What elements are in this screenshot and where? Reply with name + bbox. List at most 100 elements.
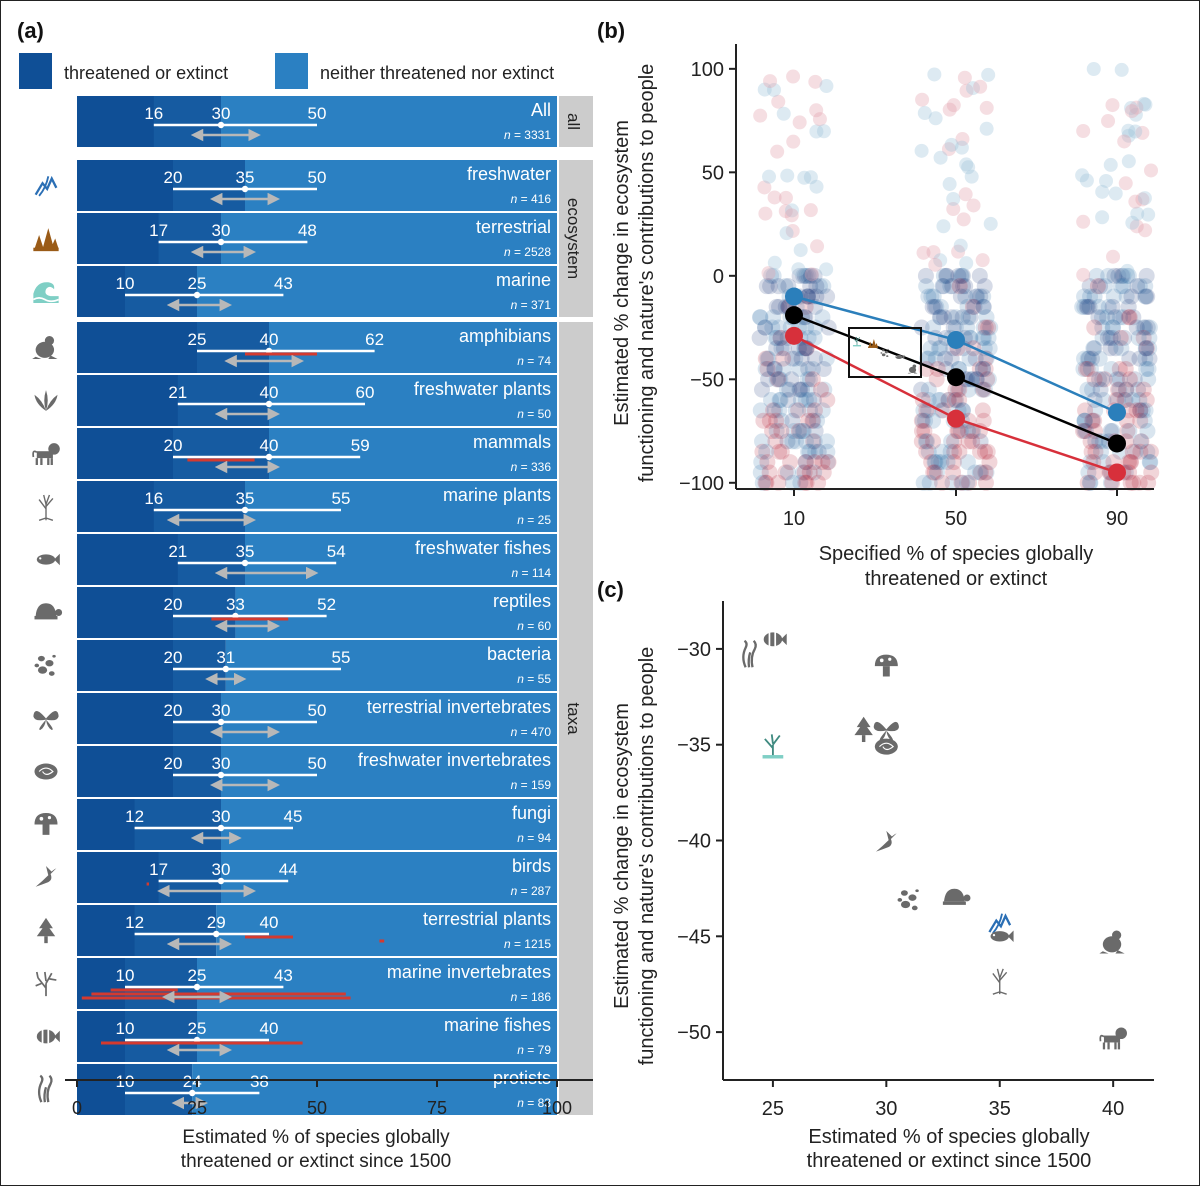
mushroom-icon [874, 654, 898, 677]
jitter-point [1132, 433, 1149, 450]
jitter-point-sparse [957, 70, 972, 85]
jitter-point [771, 371, 788, 388]
jitter-point [932, 309, 949, 326]
jitter-point [922, 340, 939, 357]
jitter-point [754, 443, 771, 460]
point-reptiles [942, 888, 971, 905]
jitter-point [940, 392, 957, 408]
y-tick-label: −100 [679, 473, 724, 495]
algae-icon [742, 639, 757, 668]
jitter-point [975, 319, 992, 336]
frog-icon [1099, 930, 1125, 954]
strip-label: all [564, 113, 583, 130]
jitter-point [800, 443, 817, 460]
jitter-point [925, 464, 942, 481]
jitter-point [955, 278, 972, 295]
jitter-point [943, 433, 960, 450]
x-tick-label: 75 [427, 1098, 447, 1118]
median-point [222, 665, 229, 673]
point-terrestrial-invertebrates [873, 721, 899, 741]
jitter-point [1115, 309, 1132, 326]
value-low: 20 [164, 436, 183, 455]
jitter-point [1119, 267, 1136, 284]
jitter-point [793, 350, 810, 367]
jitter-point-sparse [1138, 97, 1153, 112]
jitter-point [918, 443, 935, 460]
jitter-point [819, 288, 836, 305]
jitter-point [1108, 392, 1125, 408]
jitter-point [757, 319, 774, 336]
jitter-point [935, 267, 952, 284]
lion-icon [1099, 1027, 1127, 1050]
jitter-point [802, 278, 819, 295]
jitter-point-sparse [954, 140, 969, 155]
series-point-red [1108, 463, 1126, 482]
panel-a-xlabel-line2: threatened or extinct since 1500 [181, 1151, 451, 1172]
jitter-point [1135, 319, 1152, 336]
jitter-point [923, 454, 940, 471]
jitter-point [1074, 298, 1091, 315]
jitter-point [1100, 298, 1117, 315]
x-tick-label: 35 [989, 1098, 1011, 1120]
jitter-point-sparse [914, 143, 929, 158]
jitter-point-sparse [958, 187, 973, 202]
jitter-point [928, 298, 945, 315]
jitter-point [807, 423, 824, 440]
jitter-point [959, 474, 976, 491]
value-low: 20 [164, 648, 183, 667]
row-n-value: = 159 [521, 778, 552, 792]
jitter-point [936, 350, 953, 367]
jitter-point-sparse [1137, 96, 1152, 111]
jitter-point [943, 309, 960, 326]
jitter-point [763, 267, 780, 284]
jitter-point [796, 464, 813, 481]
jitter-point [757, 350, 774, 367]
jitter-point [971, 267, 988, 284]
value-high: 48 [298, 221, 317, 240]
panel-b-plot: 100 50 0 −50 −100 10 50 90 [679, 44, 1160, 530]
row-n-prefix: n [504, 245, 514, 259]
jitter-point [976, 443, 993, 460]
jitter-point [782, 454, 799, 471]
jitter-point [754, 433, 771, 450]
jitter-point-sparse [1117, 134, 1132, 149]
jitter-point [771, 402, 788, 419]
jitter-point [1139, 423, 1156, 440]
bar-neither [269, 322, 557, 373]
jitter-point [1131, 278, 1148, 295]
jitter-point [975, 298, 992, 315]
bar-neither [245, 481, 557, 532]
jitter-point-sparse [809, 103, 824, 118]
jitter-point [770, 319, 787, 336]
series-point-blue [1108, 403, 1126, 422]
jitter-point [1141, 454, 1158, 471]
jitter-point-sparse [956, 212, 971, 227]
river-icon [988, 913, 1012, 934]
jitter-point-sparse [983, 216, 998, 231]
jitter-point-sparse [819, 79, 834, 94]
value-mid: 35 [236, 168, 255, 187]
row-n: n = 74 [517, 354, 551, 368]
bar-neither [269, 428, 557, 479]
jitter-point-sparse [1118, 176, 1133, 191]
value-low: 12 [125, 913, 144, 932]
jitter-point [1136, 319, 1153, 336]
bar-blend [173, 160, 245, 211]
value-low: 20 [164, 701, 183, 720]
row-n-prefix: n [511, 298, 521, 312]
jitter-point [945, 464, 962, 481]
row-freshwater-plants: 21 40 60 freshwater plants n = 50 [34, 375, 557, 426]
row-mammals: 20 40 59 mammals n = 336 [32, 428, 557, 479]
panel-a-label: (a) [17, 18, 44, 43]
jitter-point [1141, 319, 1158, 336]
jitter-point-sparse [975, 253, 990, 268]
bar-threatened [77, 587, 236, 638]
jitter-point [1142, 443, 1159, 460]
jitter-point [1091, 371, 1108, 388]
jitter-point [787, 350, 804, 367]
algae-icon [37, 1074, 53, 1103]
jitter-point [920, 381, 937, 398]
lion-icon [32, 443, 60, 465]
jitter-point [1132, 402, 1149, 419]
jitter-point-sparse [816, 124, 831, 139]
